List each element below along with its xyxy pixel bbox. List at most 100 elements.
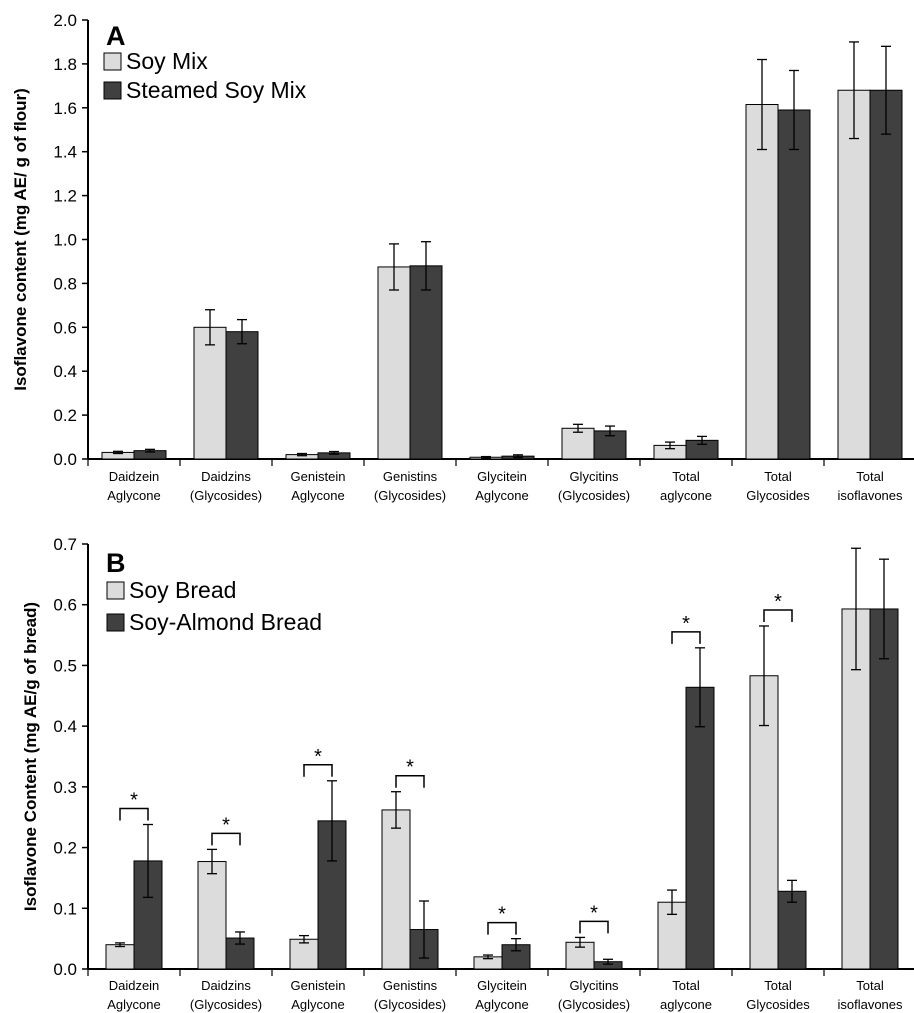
y-tick-label: 0.2 — [53, 839, 77, 858]
x-tick-label: Glycitein — [477, 978, 527, 993]
x-tick-label: Daidzein — [109, 978, 160, 993]
panel-label: B — [106, 548, 126, 578]
x-tick-label: Total — [672, 469, 700, 484]
significance-mark: * — [682, 613, 690, 635]
x-tick-label: Glycosides — [746, 997, 810, 1012]
y-tick-label: 0.1 — [53, 899, 77, 918]
x-tick-label: isoflavones — [837, 488, 903, 503]
significance-bracket — [303, 764, 333, 777]
x-tick-label: Genistins — [383, 469, 438, 484]
bar — [193, 326, 227, 460]
x-tick-label: Genistein — [291, 469, 346, 484]
legend-swatch — [103, 81, 122, 100]
y-tick-label: 0.0 — [53, 450, 77, 469]
significance-bracket — [671, 631, 701, 644]
bar — [289, 938, 319, 970]
significance-mark: * — [774, 591, 782, 613]
x-tick-label: Total — [856, 978, 884, 993]
legend-label: Soy Mix — [126, 48, 208, 74]
significance-mark: * — [498, 904, 506, 926]
legend-swatch — [103, 52, 122, 71]
x-tick-label: Daidzins — [201, 469, 251, 484]
significance-mark: * — [590, 902, 598, 924]
x-tick-label: Total — [764, 978, 792, 993]
y-tick-label: 0.6 — [53, 596, 77, 615]
significance-bracket — [395, 774, 425, 788]
x-tick-label: Genistins — [383, 978, 438, 993]
y-tick-label: 0.4 — [53, 362, 77, 381]
bar — [409, 265, 443, 460]
bar — [777, 109, 811, 460]
x-tick-label: Glycosides — [746, 488, 810, 503]
y-tick-label: 1.8 — [53, 55, 77, 74]
significance-bracket — [487, 921, 517, 935]
bar — [869, 608, 899, 970]
x-tick-label: (Glycosides) — [558, 997, 630, 1012]
x-tick-label: Total — [672, 978, 700, 993]
bar — [777, 890, 807, 970]
legend-label: Soy Bread — [129, 577, 236, 603]
x-tick-label: Aglycone — [107, 997, 160, 1012]
x-tick-label: Aglycone — [475, 997, 528, 1012]
x-tick-label: Glycitein — [477, 469, 527, 484]
legend-swatch — [106, 613, 125, 632]
y-tick-label: 0.2 — [53, 406, 77, 425]
x-tick-label: Total — [856, 469, 884, 484]
x-tick-label: isoflavones — [837, 997, 903, 1012]
x-tick-label: Glycitins — [569, 978, 619, 993]
x-tick-label: Genistein — [291, 978, 346, 993]
legend-swatch — [106, 581, 125, 600]
significance-bracket — [579, 920, 609, 934]
x-tick-label: (Glycosides) — [558, 488, 630, 503]
chart-panel-a: 0.0 0.2 0.4 0.6 0.8 1.0 1.2 1.4 1.6 1.8 2.0 Daidzei… — [11, 11, 914, 503]
x-tick-label: Daidzein — [109, 469, 160, 484]
chart-panel-b: 0.0 0.1 0.2 0.3 0.4 0.5 0.6 0.7 Daidzein Aglycone… — [21, 535, 914, 1012]
y-tick-label: 0.6 — [53, 318, 77, 337]
significance-bracket — [211, 832, 241, 846]
y-tick-label: 1.4 — [53, 143, 77, 162]
y-tick-label: 2.0 — [53, 11, 77, 30]
bar — [561, 427, 595, 460]
x-tick-label: Aglycone — [475, 488, 528, 503]
x-tick-label: Aglycone — [291, 997, 344, 1012]
significance-mark: * — [314, 746, 322, 768]
x-tick-label: (Glycosides) — [190, 488, 262, 503]
y-tick-label: 0.7 — [53, 535, 77, 554]
significance-bracket — [119, 807, 149, 821]
bar — [381, 809, 411, 970]
x-tick-label: (Glycosides) — [374, 997, 446, 1012]
legend-label: Soy-Almond Bread — [129, 609, 322, 635]
significance-mark: * — [130, 790, 138, 812]
x-tick-label: Aglycone — [291, 488, 344, 503]
y-tick-label: 0.4 — [53, 717, 77, 736]
bar — [837, 89, 871, 460]
x-tick-label: (Glycosides) — [374, 488, 446, 503]
x-tick-label: Total — [764, 469, 792, 484]
bar — [377, 266, 411, 460]
legend-label: Steamed Soy Mix — [126, 77, 307, 103]
y-tick-label: 0.0 — [53, 960, 77, 979]
y-tick-label: 1.6 — [53, 99, 77, 118]
bar — [869, 89, 903, 460]
x-tick-label: Aglycone — [107, 488, 160, 503]
y-tick-label: 0.3 — [53, 778, 77, 797]
significance-bracket — [763, 609, 793, 622]
bar — [105, 944, 135, 970]
significance-mark: * — [222, 814, 230, 836]
y-tick-label: 0.8 — [53, 274, 77, 293]
x-tick-label: Daidzins — [201, 978, 251, 993]
x-tick-label: aglycone — [660, 997, 712, 1012]
panel-label: A — [106, 21, 126, 51]
y-axis-title: Isoflavone content (mg AE/ g of flour) — [11, 88, 30, 391]
x-tick-label: (Glycosides) — [190, 997, 262, 1012]
y-axis-title: Isoflavone Content (mg AE/g of bread) — [21, 602, 40, 911]
bar — [745, 104, 779, 460]
y-tick-label: 1.2 — [53, 187, 77, 206]
x-tick-label: Glycitins — [569, 469, 619, 484]
y-tick-label: 0.5 — [53, 656, 77, 675]
bar — [685, 686, 715, 970]
y-tick-label: 1.0 — [53, 231, 77, 250]
bar — [197, 861, 227, 970]
significance-mark: * — [406, 757, 414, 779]
